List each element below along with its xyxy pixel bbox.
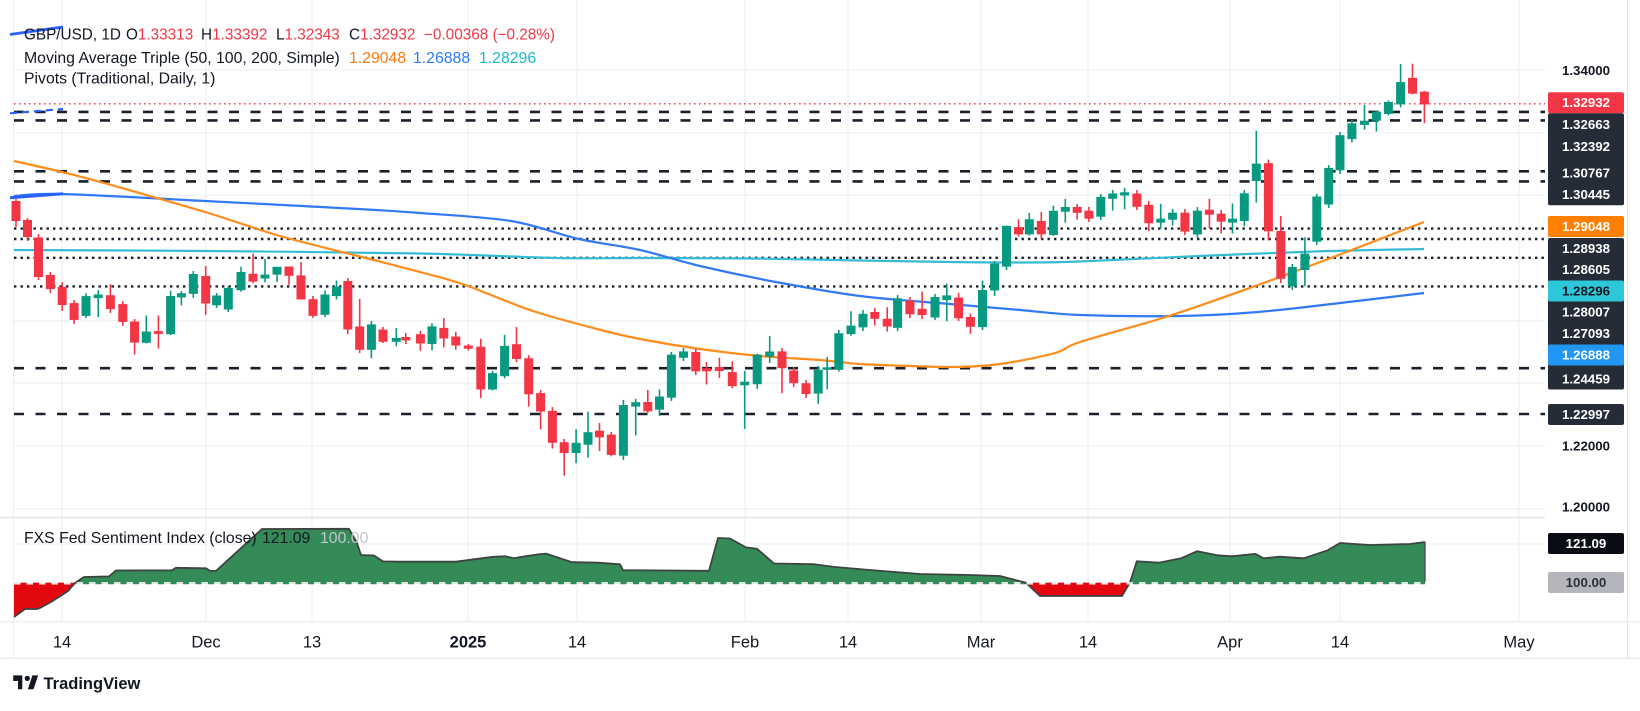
svg-text:1.32392: 1.32392 (1562, 139, 1610, 154)
svg-text:1.28938: 1.28938 (1562, 241, 1610, 256)
svg-text:1.24459: 1.24459 (1562, 371, 1610, 386)
svg-text:14: 14 (1331, 633, 1349, 651)
svg-text:121.09: 121.09 (1566, 536, 1607, 551)
svg-text:1.34000: 1.34000 (1562, 63, 1610, 78)
svg-text:1.28605: 1.28605 (1562, 262, 1611, 277)
svg-text:Moving Average Triple (50, 100: Moving Average Triple (50, 100, 200, Sim… (24, 50, 536, 67)
svg-text:TradingView: TradingView (44, 675, 141, 693)
svg-text:1.22000: 1.22000 (1562, 438, 1610, 453)
svg-text:1.27093: 1.27093 (1562, 326, 1610, 341)
svg-text:1.22997: 1.22997 (1562, 407, 1610, 422)
svg-text:Mar: Mar (967, 633, 996, 651)
svg-text:Apr: Apr (1217, 633, 1243, 651)
svg-text:1.32932: 1.32932 (1562, 95, 1610, 110)
svg-text:1.28007: 1.28007 (1562, 304, 1610, 319)
svg-text:1.30445: 1.30445 (1562, 187, 1611, 202)
svg-text:14: 14 (1079, 633, 1097, 651)
svg-text:Pivots (Traditional, Daily, 1): Pivots (Traditional, Daily, 1) (24, 70, 215, 87)
svg-text:1.26888: 1.26888 (1562, 347, 1610, 362)
svg-text:2025: 2025 (450, 633, 487, 651)
svg-text:1.30767: 1.30767 (1562, 165, 1610, 180)
svg-text:1.29048: 1.29048 (1562, 219, 1610, 234)
svg-text:14: 14 (568, 633, 586, 651)
svg-text:14: 14 (839, 633, 857, 651)
svg-text:13: 13 (303, 633, 321, 651)
svg-text:FXS Fed Sentiment Index (close: FXS Fed Sentiment Index (close) 121.09 100… (24, 530, 369, 547)
svg-text:May: May (1503, 633, 1535, 651)
svg-text:1.32663: 1.32663 (1562, 117, 1610, 132)
svg-text:14: 14 (53, 633, 71, 651)
svg-text:1.28296: 1.28296 (1562, 283, 1610, 298)
svg-text:1.20000: 1.20000 (1562, 499, 1610, 514)
svg-text:Dec: Dec (191, 633, 220, 651)
svg-text:100.00: 100.00 (1566, 575, 1607, 590)
svg-text:Feb: Feb (731, 633, 759, 651)
